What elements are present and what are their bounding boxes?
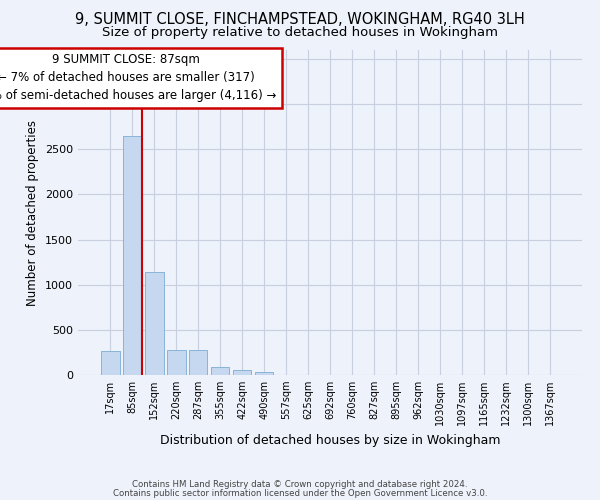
Text: Contains HM Land Registry data © Crown copyright and database right 2024.: Contains HM Land Registry data © Crown c… xyxy=(132,480,468,489)
Bar xyxy=(145,272,164,375)
Text: 9 SUMMIT CLOSE: 87sqm
← 7% of detached houses are smaller (317)
93% of semi-deta: 9 SUMMIT CLOSE: 87sqm ← 7% of detached h… xyxy=(0,54,276,102)
Bar xyxy=(255,372,274,375)
Bar xyxy=(189,350,208,375)
Text: 9, SUMMIT CLOSE, FINCHAMPSTEAD, WOKINGHAM, RG40 3LH: 9, SUMMIT CLOSE, FINCHAMPSTEAD, WOKINGHA… xyxy=(75,12,525,28)
Bar xyxy=(101,350,119,375)
Text: Contains public sector information licensed under the Open Government Licence v3: Contains public sector information licen… xyxy=(113,488,487,498)
Y-axis label: Number of detached properties: Number of detached properties xyxy=(26,120,40,306)
Bar xyxy=(233,370,251,375)
Text: Size of property relative to detached houses in Wokingham: Size of property relative to detached ho… xyxy=(102,26,498,39)
Bar xyxy=(123,136,142,375)
Bar xyxy=(211,367,229,375)
X-axis label: Distribution of detached houses by size in Wokingham: Distribution of detached houses by size … xyxy=(160,434,500,446)
Bar xyxy=(167,350,185,375)
